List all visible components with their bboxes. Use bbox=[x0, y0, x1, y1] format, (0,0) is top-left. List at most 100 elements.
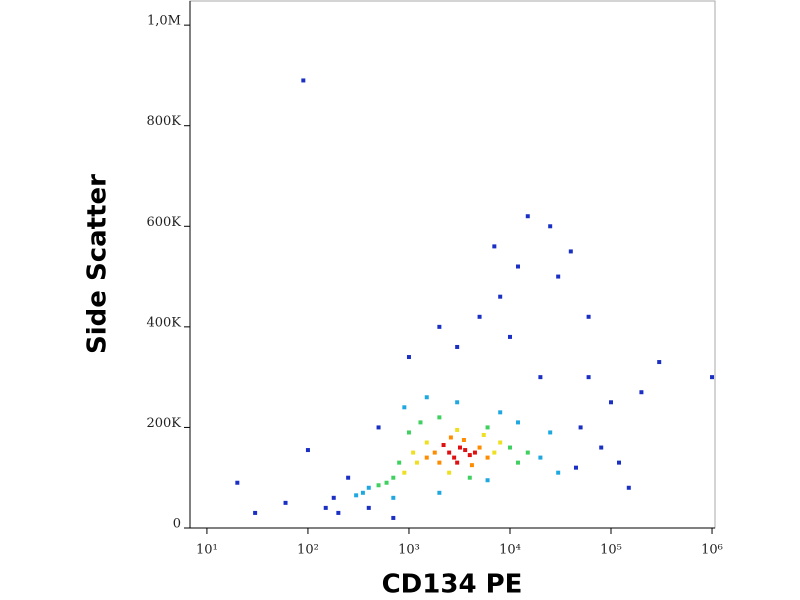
point bbox=[498, 294, 503, 299]
point bbox=[336, 510, 341, 515]
x-tick-label: 10⁴ bbox=[499, 543, 521, 558]
point bbox=[402, 470, 407, 475]
point bbox=[639, 390, 644, 395]
point bbox=[485, 478, 490, 483]
x-axis-title: CD134 PE bbox=[382, 570, 523, 600]
y-tick-label: 600K bbox=[146, 215, 181, 230]
point bbox=[538, 455, 543, 460]
point bbox=[424, 395, 429, 400]
y-axis-title: Side Scatter bbox=[83, 174, 113, 354]
point bbox=[354, 493, 359, 498]
point bbox=[406, 430, 411, 435]
point bbox=[507, 445, 512, 450]
point bbox=[391, 475, 396, 480]
point bbox=[548, 224, 553, 229]
point bbox=[406, 355, 411, 360]
point bbox=[424, 455, 429, 460]
point bbox=[626, 485, 631, 490]
x-tick-label: 10³ bbox=[398, 543, 420, 558]
x-tick-label: 10⁶ bbox=[701, 543, 723, 558]
point bbox=[469, 463, 474, 468]
point bbox=[492, 244, 497, 249]
point bbox=[455, 427, 460, 432]
point bbox=[402, 405, 407, 410]
point bbox=[710, 375, 715, 380]
point bbox=[472, 450, 477, 455]
point bbox=[578, 425, 583, 430]
point bbox=[346, 475, 351, 480]
y-tick-label: 0 bbox=[173, 517, 181, 532]
point bbox=[391, 495, 396, 500]
x-tick-label: 10⁵ bbox=[600, 543, 622, 558]
point bbox=[515, 264, 520, 269]
point bbox=[525, 214, 530, 219]
point bbox=[455, 460, 460, 465]
point bbox=[609, 400, 614, 405]
point bbox=[283, 500, 288, 505]
point bbox=[376, 483, 381, 488]
point bbox=[323, 505, 328, 510]
point bbox=[573, 465, 578, 470]
point bbox=[448, 435, 453, 440]
point bbox=[441, 443, 446, 448]
y-tick-label: 200K bbox=[146, 416, 181, 431]
point bbox=[424, 440, 429, 445]
point bbox=[384, 480, 389, 485]
point bbox=[457, 445, 462, 450]
point bbox=[617, 460, 622, 465]
point bbox=[366, 485, 371, 490]
point bbox=[455, 344, 460, 349]
point bbox=[447, 450, 452, 455]
point bbox=[485, 425, 490, 430]
point bbox=[467, 475, 472, 480]
point bbox=[548, 430, 553, 435]
point bbox=[391, 515, 396, 520]
point bbox=[397, 460, 402, 465]
point bbox=[485, 455, 490, 460]
point bbox=[568, 249, 573, 254]
point bbox=[376, 425, 381, 430]
point bbox=[437, 324, 442, 329]
point bbox=[437, 490, 442, 495]
point bbox=[455, 400, 460, 405]
x-tick-label: 10¹ bbox=[196, 543, 218, 558]
point bbox=[481, 432, 486, 437]
point bbox=[477, 445, 482, 450]
point bbox=[498, 440, 503, 445]
point bbox=[305, 448, 310, 453]
point bbox=[411, 450, 416, 455]
point bbox=[437, 460, 442, 465]
point bbox=[599, 445, 604, 450]
point bbox=[556, 274, 561, 279]
point bbox=[463, 448, 468, 453]
point bbox=[525, 450, 530, 455]
y-tick-label: 800K bbox=[146, 114, 181, 129]
point bbox=[418, 420, 423, 425]
point bbox=[432, 450, 437, 455]
point bbox=[515, 420, 520, 425]
point bbox=[437, 415, 442, 420]
point bbox=[360, 490, 365, 495]
point bbox=[467, 453, 472, 458]
point bbox=[556, 470, 561, 475]
point bbox=[235, 480, 240, 485]
point bbox=[461, 437, 466, 442]
y-tick-label: 1,0M bbox=[147, 14, 181, 29]
point bbox=[507, 334, 512, 339]
point bbox=[447, 470, 452, 475]
point bbox=[477, 314, 482, 319]
point bbox=[414, 460, 419, 465]
point bbox=[366, 505, 371, 510]
point bbox=[498, 410, 503, 415]
plot-frame bbox=[189, 0, 716, 529]
point bbox=[586, 314, 591, 319]
point bbox=[586, 375, 591, 380]
point bbox=[253, 510, 258, 515]
point bbox=[515, 460, 520, 465]
y-tick-label: 400K bbox=[146, 315, 181, 330]
point bbox=[452, 455, 457, 460]
point bbox=[301, 78, 306, 83]
point bbox=[331, 495, 336, 500]
